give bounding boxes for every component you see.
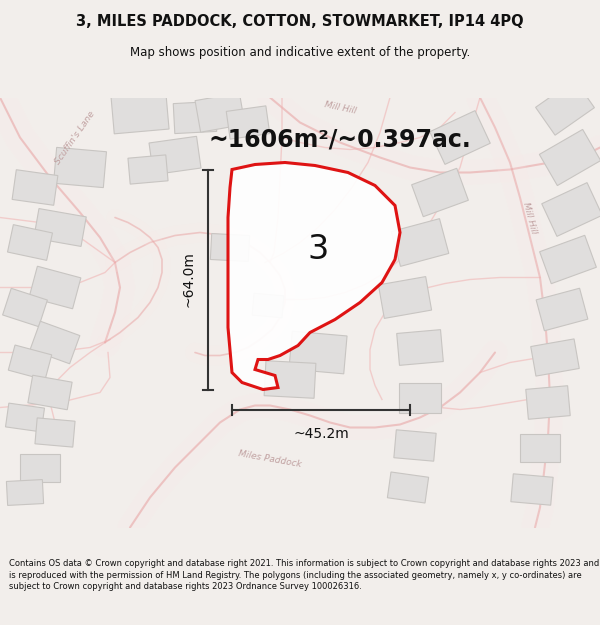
Polygon shape <box>539 236 596 284</box>
Text: 3: 3 <box>307 233 329 266</box>
Polygon shape <box>128 155 168 184</box>
Polygon shape <box>29 266 81 309</box>
Polygon shape <box>35 418 75 447</box>
Polygon shape <box>20 454 60 481</box>
Polygon shape <box>539 129 600 186</box>
Polygon shape <box>399 382 441 412</box>
Polygon shape <box>28 375 72 410</box>
Polygon shape <box>531 339 579 376</box>
Text: Scuffin's Lane: Scuffin's Lane <box>53 109 97 166</box>
Polygon shape <box>391 219 449 266</box>
Text: Mill Hill: Mill Hill <box>323 100 357 115</box>
Text: ~1606m²/~0.397ac.: ~1606m²/~0.397ac. <box>209 127 472 151</box>
Polygon shape <box>5 403 44 432</box>
Polygon shape <box>226 106 270 139</box>
Polygon shape <box>542 182 600 236</box>
Polygon shape <box>211 234 250 261</box>
Polygon shape <box>53 148 106 188</box>
Polygon shape <box>8 345 52 380</box>
Text: 3, MILES PADDOCK, COTTON, STOWMARKET, IP14 4PQ: 3, MILES PADDOCK, COTTON, STOWMARKET, IP… <box>76 14 524 29</box>
Text: Miles Paddock: Miles Paddock <box>238 449 302 469</box>
Text: ~64.0m: ~64.0m <box>181 251 195 308</box>
Polygon shape <box>252 293 284 318</box>
Polygon shape <box>264 361 316 398</box>
Polygon shape <box>430 111 490 164</box>
Polygon shape <box>173 101 217 134</box>
Text: Mill Hill: Mill Hill <box>521 201 539 234</box>
Polygon shape <box>228 162 400 389</box>
Polygon shape <box>536 80 595 135</box>
Polygon shape <box>12 170 58 205</box>
Polygon shape <box>511 474 553 505</box>
Polygon shape <box>111 91 169 134</box>
Polygon shape <box>195 93 245 132</box>
Polygon shape <box>397 329 443 366</box>
Text: ~45.2m: ~45.2m <box>293 428 349 441</box>
Polygon shape <box>289 331 347 374</box>
Polygon shape <box>536 288 588 331</box>
Text: Contains OS data © Crown copyright and database right 2021. This information is : Contains OS data © Crown copyright and d… <box>9 559 599 591</box>
Text: Map shows position and indicative extent of the property.: Map shows position and indicative extent… <box>130 46 470 59</box>
Polygon shape <box>520 434 560 461</box>
Polygon shape <box>412 168 469 217</box>
Polygon shape <box>2 288 47 327</box>
Polygon shape <box>7 479 44 506</box>
Polygon shape <box>149 136 201 174</box>
Polygon shape <box>388 472 428 503</box>
Polygon shape <box>526 386 570 419</box>
Polygon shape <box>34 209 86 246</box>
Polygon shape <box>379 277 431 318</box>
Polygon shape <box>30 321 80 364</box>
Polygon shape <box>394 430 436 461</box>
Polygon shape <box>8 224 52 261</box>
